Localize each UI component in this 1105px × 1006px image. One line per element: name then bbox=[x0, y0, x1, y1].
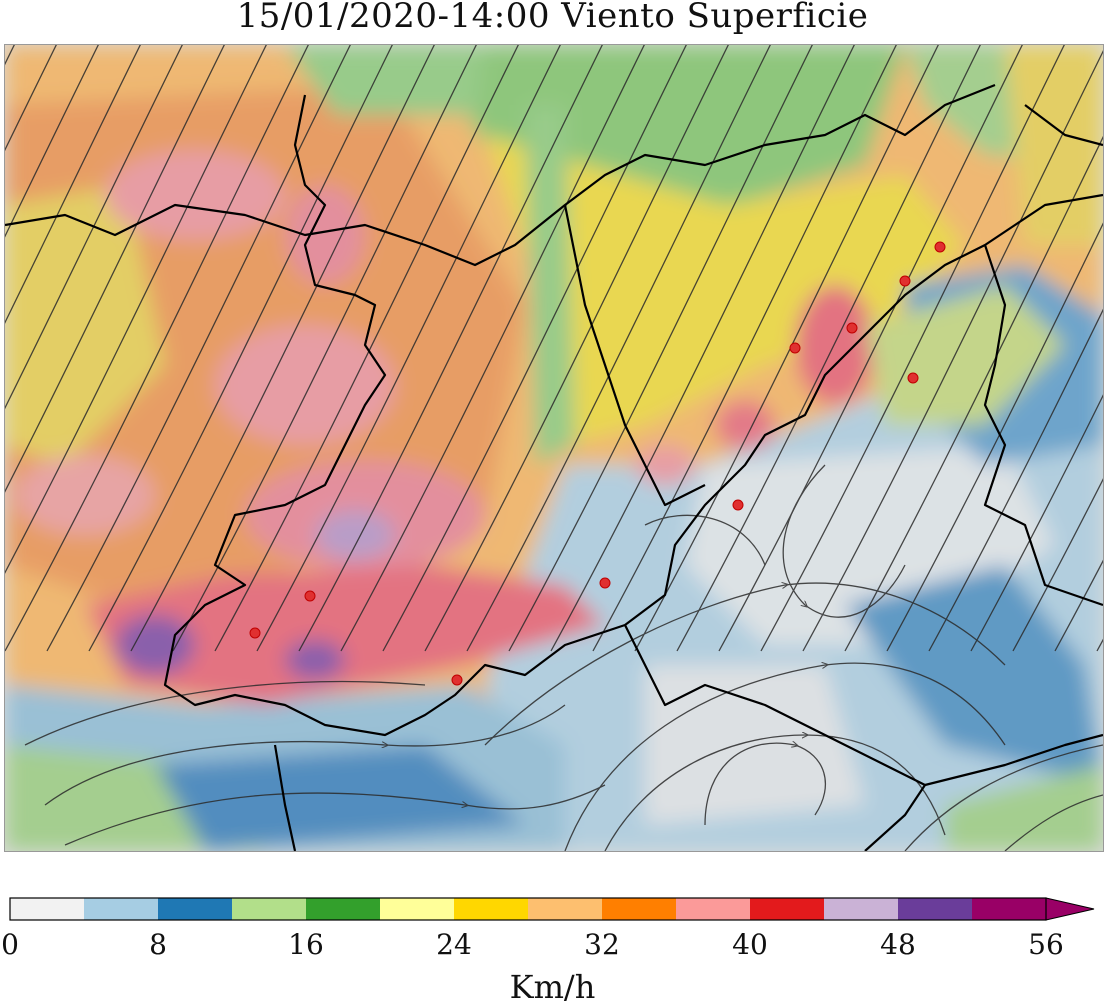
colorbar-units: Km/h bbox=[509, 968, 596, 1006]
colorbar-tick-label: 16 bbox=[288, 928, 324, 961]
station-marker bbox=[789, 342, 801, 354]
colorbar-frame bbox=[9, 897, 1047, 921]
wind-map bbox=[5, 45, 1103, 851]
streamline bbox=[466, 45, 771, 652]
streamline bbox=[760, 45, 1065, 652]
station-marker bbox=[249, 627, 261, 639]
colorbar-tick-label: 32 bbox=[584, 928, 620, 961]
colorbar-tick-label: 8 bbox=[149, 928, 167, 961]
streamline bbox=[64, 784, 606, 846]
colorbar-bin bbox=[454, 898, 529, 920]
streamline bbox=[5, 45, 99, 238]
streamline bbox=[782, 464, 906, 618]
streamline bbox=[424, 45, 729, 652]
streamline bbox=[44, 704, 566, 806]
streamline bbox=[676, 45, 981, 652]
colorbar-extend-arrow bbox=[1045, 897, 1095, 921]
stations bbox=[249, 241, 946, 686]
streamline bbox=[802, 50, 1103, 652]
streamline bbox=[886, 222, 1103, 652]
colorbar-bin bbox=[676, 898, 751, 920]
colorbar-bin bbox=[824, 898, 899, 920]
colorbar-bin bbox=[898, 898, 973, 920]
streamline bbox=[604, 735, 946, 851]
streamline bbox=[46, 45, 351, 652]
streamline bbox=[5, 45, 57, 152]
streamline bbox=[508, 45, 813, 652]
colorbar-tick-label: 24 bbox=[436, 928, 472, 961]
colorbar-bin bbox=[306, 898, 381, 920]
map-panel bbox=[4, 44, 1104, 852]
colorbar-bin bbox=[750, 898, 825, 920]
streamline bbox=[5, 45, 183, 410]
streamline bbox=[592, 45, 897, 652]
station-marker bbox=[934, 241, 946, 253]
station-marker bbox=[899, 275, 911, 287]
colorbar-bin bbox=[232, 898, 307, 920]
streamline bbox=[214, 45, 519, 652]
streamline bbox=[88, 45, 393, 652]
streamline bbox=[644, 514, 766, 566]
streamline bbox=[256, 45, 561, 652]
streamline bbox=[340, 45, 645, 652]
streamlines bbox=[5, 45, 1103, 851]
colorbar-tick-label: 48 bbox=[880, 928, 916, 961]
station-marker bbox=[599, 577, 611, 589]
streamline bbox=[130, 45, 435, 652]
colorbar-tick-label: 56 bbox=[1028, 928, 1064, 961]
streamline bbox=[298, 45, 603, 652]
streamline bbox=[5, 45, 309, 652]
station-marker bbox=[304, 590, 316, 602]
streamline bbox=[1012, 478, 1103, 652]
station-marker bbox=[907, 372, 919, 384]
streamline bbox=[24, 681, 426, 746]
colorbar-bin bbox=[972, 898, 1047, 920]
relief-shading bbox=[5, 45, 1103, 851]
streamline bbox=[484, 583, 1006, 746]
streamline bbox=[550, 45, 855, 652]
streamline bbox=[172, 45, 477, 652]
streamline bbox=[970, 394, 1103, 652]
station-marker bbox=[846, 322, 858, 334]
colorbar-bin bbox=[602, 898, 677, 920]
colorbar-tick-label: 40 bbox=[732, 928, 768, 961]
colorbar-bin bbox=[84, 898, 159, 920]
borders bbox=[5, 83, 1103, 851]
streamline bbox=[5, 45, 267, 574]
streamline bbox=[564, 663, 1006, 851]
streamline bbox=[904, 744, 1103, 851]
colorbar-tick-label: 0 bbox=[1, 928, 19, 961]
colorbar-bin bbox=[10, 898, 85, 920]
colorbar-bin bbox=[158, 898, 233, 920]
streamline bbox=[844, 135, 1103, 652]
colorbar-bin bbox=[380, 898, 455, 920]
streamline bbox=[1004, 794, 1103, 851]
streamline bbox=[928, 308, 1103, 652]
streamline bbox=[718, 45, 1023, 652]
colorbar bbox=[9, 897, 1095, 921]
map-title: 15/01/2020-14:00 Viento Superficie bbox=[236, 0, 869, 36]
colorbar-bin bbox=[528, 898, 603, 920]
station-marker bbox=[732, 499, 744, 511]
wind-speed-field bbox=[5, 45, 1103, 851]
streamline bbox=[382, 45, 687, 652]
streamline bbox=[5, 45, 141, 325]
streamline bbox=[5, 45, 225, 493]
streamline bbox=[634, 45, 939, 652]
station-marker bbox=[451, 674, 463, 686]
streamline bbox=[704, 743, 826, 826]
